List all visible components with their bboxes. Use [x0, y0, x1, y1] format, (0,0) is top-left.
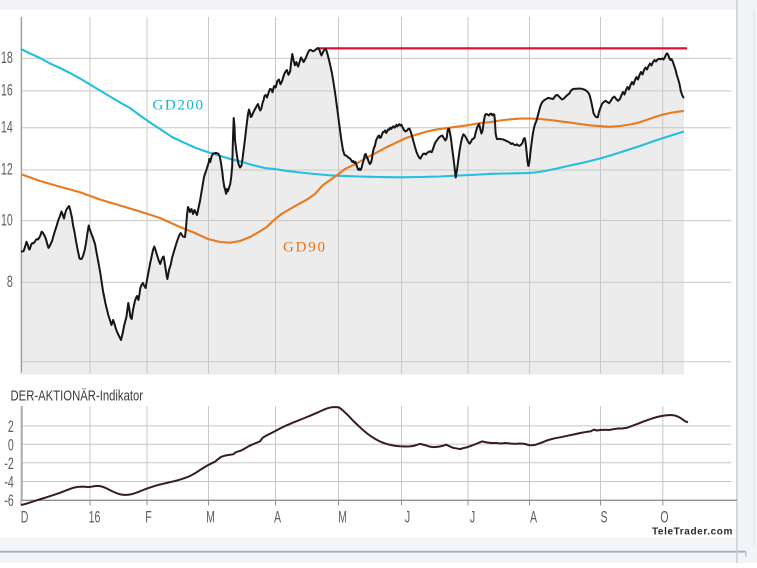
- svg-text:12: 12: [1, 159, 13, 178]
- svg-text:D: D: [21, 507, 29, 526]
- svg-text:F: F: [145, 507, 151, 526]
- svg-text:-6: -6: [4, 491, 14, 510]
- svg-text:TeleTrader.com: TeleTrader.com: [652, 527, 733, 538]
- svg-text:O: O: [660, 507, 668, 526]
- svg-text:16: 16: [1, 80, 13, 99]
- svg-text:J: J: [405, 507, 410, 526]
- svg-text:18: 18: [1, 48, 13, 67]
- svg-text:A: A: [530, 507, 538, 526]
- svg-text:A: A: [274, 507, 282, 526]
- svg-text:2: 2: [8, 417, 14, 436]
- svg-text:M: M: [338, 507, 347, 526]
- svg-text:DER-AKTIONÄR-Indikator: DER-AKTIONÄR-Indikator: [11, 387, 144, 404]
- svg-text:-4: -4: [4, 472, 14, 491]
- svg-text:10: 10: [1, 210, 13, 229]
- svg-text:J: J: [470, 507, 475, 526]
- svg-text:GD200: GD200: [153, 98, 204, 114]
- svg-text:GD90: GD90: [283, 240, 325, 256]
- svg-text:S: S: [600, 507, 607, 526]
- svg-text:-2: -2: [4, 454, 13, 473]
- svg-text:14: 14: [1, 117, 13, 136]
- svg-text:0: 0: [8, 435, 14, 454]
- svg-text:M: M: [206, 507, 215, 526]
- svg-text:16: 16: [89, 507, 101, 526]
- svg-text:8: 8: [7, 271, 13, 290]
